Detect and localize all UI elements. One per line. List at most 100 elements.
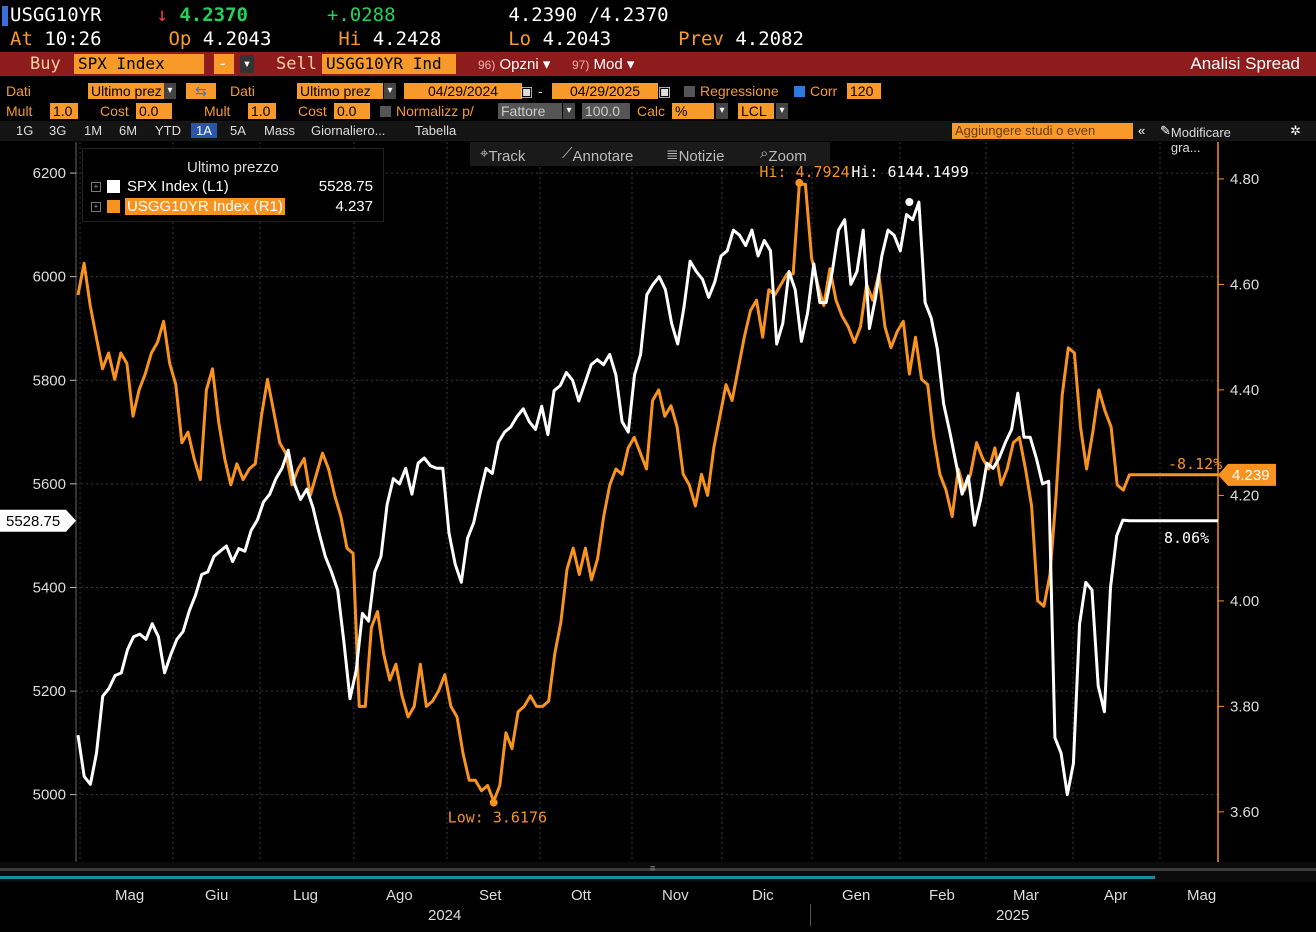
period-1g[interactable]: 1G <box>16 123 34 138</box>
period-5a[interactable]: 5A <box>230 123 246 138</box>
ticker-tab-marker <box>2 6 8 26</box>
data-field-2[interactable]: Ultimo prez <box>297 83 383 99</box>
series-line-usgg10yr <box>76 182 1218 803</box>
period-6m[interactable]: 6M <box>119 123 138 138</box>
normalize-mode-field[interactable]: Fattore <box>498 103 562 119</box>
x-tick-label: Lug <box>293 887 319 904</box>
yield-last-tag <box>1218 463 1276 486</box>
cost-field-1[interactable]: 0.0 <box>136 103 172 119</box>
period-ytd[interactable]: YTD <box>155 123 181 138</box>
mult-field-1[interactable]: 1.0 <box>50 103 78 119</box>
studies-search-input[interactable]: Aggiungere studi o even <box>952 123 1133 139</box>
legend-series-yield[interactable]: USGG10YR Index (R1) <box>125 198 285 215</box>
buy-security-field[interactable]: SPX Index <box>74 54 204 74</box>
x-tick-label: Gen <box>842 887 871 904</box>
quote-header: USGG10YR ↓ 4.2370 +.0288 4.2390 /4.2370 … <box>0 0 1316 52</box>
expand-icon[interactable]: + <box>91 202 101 212</box>
x-tick-label: Ago <box>386 887 413 904</box>
data-field-1[interactable]: Ultimo prez <box>88 83 168 99</box>
legend-swatch-yield <box>107 200 120 213</box>
x-tick-label: Dic <box>752 887 774 904</box>
cost-field-2[interactable]: 0.0 <box>334 103 370 119</box>
gear-icon[interactable]: ✲ <box>1290 123 1301 138</box>
yield-low-label: Low: 3.6176 <box>448 809 547 827</box>
chart-toolbar: ⌖ Track ⟋ Annotare ≣ Notizie ⌕ Zoom <box>470 142 830 166</box>
chevron-down-icon[interactable]: ▾ <box>776 103 788 119</box>
chevron-down-icon[interactable]: ▾ <box>240 55 254 73</box>
sell-label: Sell <box>276 54 317 74</box>
zoom-label: Zoom <box>768 148 807 165</box>
mult-field-2[interactable]: 1.0 <box>248 103 276 119</box>
spx-change-label: 8.06% <box>1164 529 1209 547</box>
modify-chart-button[interactable]: ✎ Modificare gra... <box>1160 123 1231 155</box>
x-tick-label: Mar <box>1013 887 1039 904</box>
corr-window-field[interactable]: 120 <box>847 83 881 99</box>
mult-label-2: Mult <box>204 103 231 119</box>
scroll-handle-icon[interactable]: ≡ <box>650 864 656 874</box>
chevron-down-icon[interactable]: ▾ <box>563 103 575 119</box>
spread-chart[interactable]: 5000 5200 5400 5600 5800 6000 6200 3.60 3.80 4.0… <box>0 142 1316 862</box>
yield-low-marker <box>489 798 498 807</box>
corr-checkbox[interactable] <box>794 86 805 97</box>
yield-high-label: Hi: 4.7924 <box>759 163 849 181</box>
period-3g[interactable]: 3G <box>49 123 67 138</box>
start-date-field[interactable]: 04/29/2024 <box>404 83 522 99</box>
options-menu[interactable]: 96) Opzni ▾ <box>478 56 551 73</box>
right-axis: 3.60 3.80 4.00 4.20 4.40 4.60 4.80 <box>1217 142 1259 862</box>
end-date-field[interactable]: 04/29/2025 <box>552 83 658 99</box>
scrollbar-track <box>0 868 1316 871</box>
high-value: 4.2428 <box>372 28 442 50</box>
left-axis-tick-label: 5200 <box>33 683 66 700</box>
news-button[interactable]: ≣ Notizie <box>666 146 725 165</box>
period-max[interactable]: Mass <box>264 123 296 138</box>
right-axis-tick-label: 4.80 <box>1230 171 1259 188</box>
left-axis-tick-label: 6200 <box>33 165 66 182</box>
chart-scrollbar[interactable]: ≡ <box>0 862 1316 882</box>
right-axis-tick-label: 4.20 <box>1230 487 1259 504</box>
cost-label-1: Cost <box>100 103 129 119</box>
sell-security-field[interactable]: USGG10YR Ind <box>322 54 456 74</box>
quote-line-1: USGG10YR ↓ 4.2370 +.0288 4.2390 /4.2370 <box>10 4 669 26</box>
currency-field[interactable]: LCL <box>738 103 774 119</box>
spx-last-value: 5528.75 <box>6 513 60 530</box>
collapse-icon[interactable]: « <box>1138 123 1146 138</box>
date-separator: - <box>538 83 543 99</box>
expand-icon[interactable]: + <box>91 182 101 192</box>
left-axis-tick-label: 5800 <box>33 372 66 389</box>
legend-series-spx[interactable]: SPX Index (L1) <box>127 178 229 195</box>
mod-menu[interactable]: 97) Mod ▾ <box>572 56 635 73</box>
low-label: Lo <box>508 28 532 50</box>
action-bar: Buy SPX Index - ▾ Sell USGG10YR Ind 96) … <box>0 52 1316 76</box>
year-label: 2025 <box>996 907 1030 924</box>
right-axis-tick-label: 3.60 <box>1230 804 1259 821</box>
annotate-label: Annotare <box>572 148 634 165</box>
frequency-selector[interactable]: Giornaliero... <box>311 123 386 138</box>
calendar-icon[interactable]: ▣ <box>520 83 534 99</box>
annotate-button[interactable]: ⟋ Annotare <box>562 145 634 165</box>
data-label-2: Dati <box>230 83 255 99</box>
table-view-button[interactable]: Tabella <box>415 123 457 138</box>
swap-icon[interactable]: ⇆ <box>186 83 216 99</box>
spx-high-marker <box>905 198 914 207</box>
regression-checkbox[interactable] <box>684 86 695 97</box>
chart-legend: Ultimo prezzo + SPX Index (L1) 5528.75 +… <box>82 148 384 222</box>
period-1m[interactable]: 1M <box>84 123 103 138</box>
chevron-down-icon[interactable]: ▾ <box>384 83 396 99</box>
mult-label-1: Mult <box>6 103 33 119</box>
calc-label: Calc <box>637 103 666 119</box>
right-axis-tick-label: 4.00 <box>1230 593 1259 610</box>
calc-field[interactable]: % <box>672 103 714 119</box>
zoom-button[interactable]: ⌕ Zoom <box>760 145 807 165</box>
x-tick-label: Set <box>479 887 502 904</box>
normalize-base-field[interactable]: 100.0 <box>582 103 630 119</box>
chevron-down-icon[interactable]: ▾ <box>164 83 176 99</box>
buy-side-dropdown[interactable]: - <box>214 54 234 74</box>
track-button[interactable]: ⌖ Track <box>480 145 526 165</box>
mod-menu-label: Mod <box>593 56 623 73</box>
period-1a[interactable]: 1A <box>191 123 217 138</box>
low-value: 4.2043 <box>542 28 612 50</box>
normalize-checkbox[interactable] <box>380 106 391 117</box>
left-axis: 5000 5200 5400 5600 5800 6000 6200 <box>33 142 77 862</box>
calendar-icon[interactable]: ▣ <box>658 83 672 99</box>
chevron-down-icon[interactable]: ▾ <box>716 103 728 119</box>
